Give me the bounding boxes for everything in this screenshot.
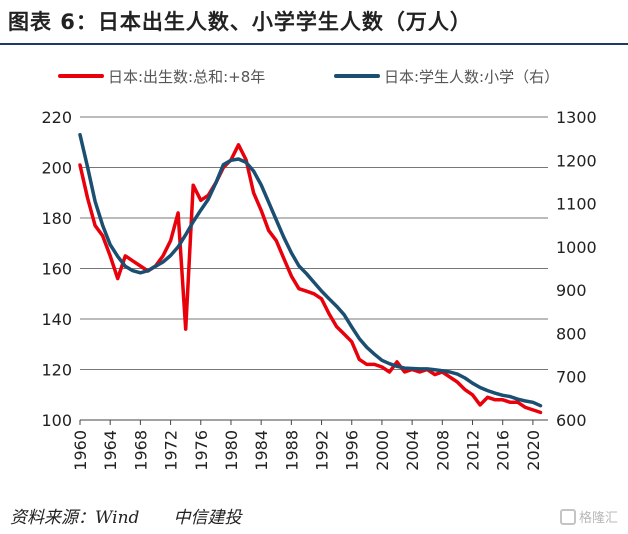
x-tick-label: 1992: [313, 430, 332, 471]
series-lines: [78, 132, 543, 415]
watermark: 格隆汇: [559, 507, 618, 526]
y-right-tick-label: 1100: [556, 195, 597, 214]
y-right-tick-label: 1300: [556, 108, 597, 127]
x-tick-label: 1996: [343, 430, 362, 471]
y-left-tick-label: 220: [41, 108, 72, 127]
y-left-tick-label: 140: [41, 310, 72, 329]
x-tick-label: 1964: [101, 430, 120, 471]
x-tick-label: 2016: [494, 430, 513, 471]
y-right-tick-label: 900: [556, 281, 587, 300]
y-right-tick-label: 800: [556, 324, 587, 343]
legend: 日本:出生数:总和:+8年 日本:学生人数:小学（右）: [58, 68, 559, 86]
legend-label-1: 日本:出生数:总和:+8年: [108, 68, 265, 86]
x-tick-label: 1968: [131, 430, 150, 471]
source-note: 资料来源：Wind 中信建投: [10, 508, 242, 528]
legend-label-2: 日本:学生人数:小学（右）: [384, 68, 559, 86]
series-line-2: [78, 132, 543, 408]
y-right-tick-label: 700: [556, 368, 587, 387]
axes: 100 120 140 160 180 200 220 600 700 800 900 1000 110…: [41, 108, 596, 471]
y-right-tick-label: 1000: [556, 238, 597, 257]
y-right-tick-label: 1200: [556, 151, 597, 170]
x-tick-label: 1976: [192, 430, 211, 471]
y-left-tick-label: 100: [41, 411, 72, 430]
watermark-logo-icon: [559, 508, 576, 525]
x-tick-label: 2004: [403, 430, 422, 471]
x-tick-label: 1972: [162, 430, 181, 471]
y-left-tick-label: 180: [41, 209, 72, 228]
x-tick-label: 1980: [222, 430, 241, 471]
x-tick-label: 1960: [71, 430, 90, 471]
gridlines: [80, 116, 548, 421]
x-tick-label: 2020: [524, 430, 543, 471]
y-left-tick-label: 120: [41, 361, 72, 380]
title-divider: [0, 43, 628, 45]
x-tick-label: 2012: [464, 430, 483, 471]
x-tick-label: 2000: [373, 430, 392, 471]
chart-title: 图表 6：日本出生人数、小学学生人数（万人）: [8, 10, 472, 34]
x-tick-label: 2008: [433, 430, 452, 471]
watermark-text: 格隆汇: [578, 511, 618, 526]
y-left-tick-label: 160: [41, 260, 72, 279]
y-right-tick-label: 600: [556, 411, 587, 430]
y-left-tick-label: 200: [41, 159, 72, 178]
x-tick-label: 1984: [252, 430, 271, 471]
x-tick-label: 1988: [282, 430, 301, 471]
